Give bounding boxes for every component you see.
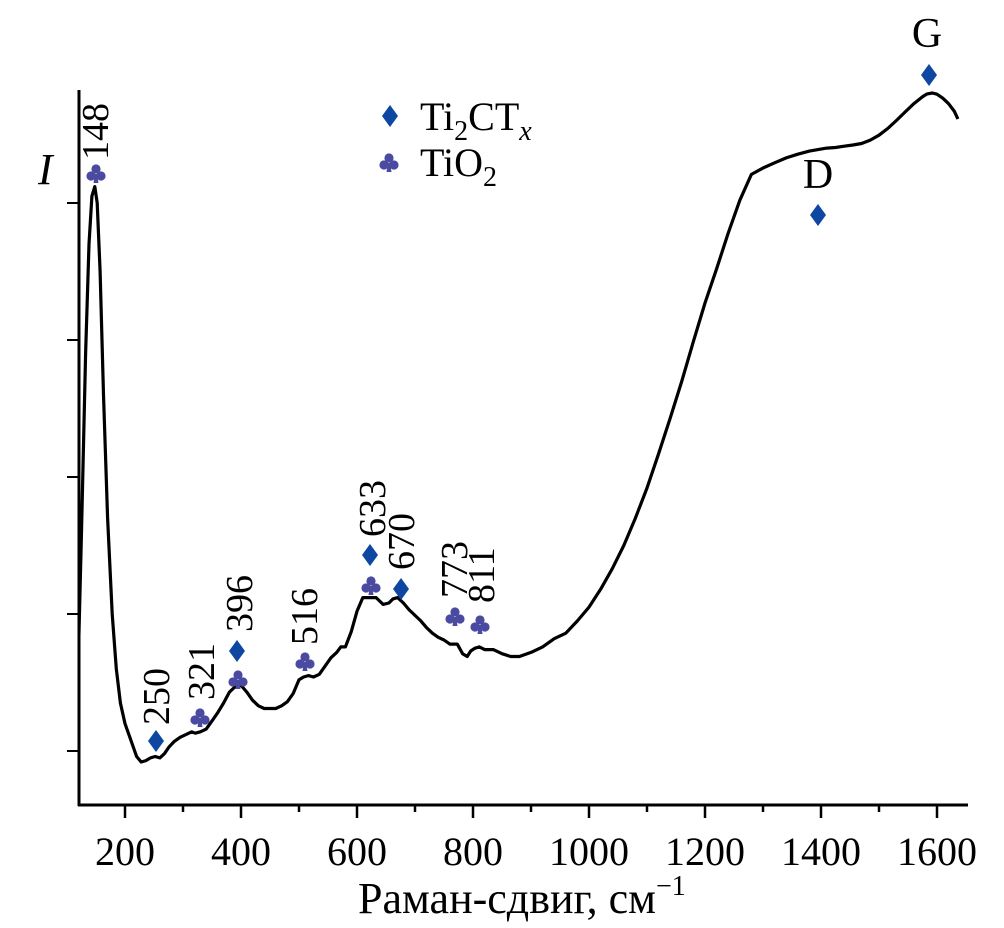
peak-label: 250 <box>136 668 178 725</box>
club-lobe <box>366 576 376 586</box>
x-tick-label: 400 <box>211 829 271 874</box>
diamond-marker-icon <box>921 64 937 86</box>
legend-item-tio2: TiO2 <box>379 140 497 193</box>
diamond-marker-icon <box>810 204 826 226</box>
peak-label: 321 <box>181 643 223 700</box>
legend-label-tio2: TiO2 <box>420 140 497 193</box>
x-tick-label: 1200 <box>665 829 745 874</box>
club-lobe <box>445 614 455 624</box>
club-marker-icon <box>228 670 248 689</box>
series-line-spectrum <box>79 91 960 764</box>
peak-label: 773 <box>434 541 476 598</box>
x-axis-title-superscript: −1 <box>656 871 686 902</box>
diamond-marker-icon <box>393 578 409 600</box>
club-lobe <box>389 160 399 170</box>
club-lobe <box>295 659 305 669</box>
club-lobe <box>470 622 480 632</box>
diamond-marker-icon <box>229 640 245 662</box>
club-lobe <box>450 607 460 617</box>
legend-label-ti2ctx: Ti2CTx <box>420 94 532 147</box>
peak-label: 811 <box>461 547 503 603</box>
club-lobe <box>190 715 200 725</box>
x-tick-label: 600 <box>327 829 387 874</box>
club-lobe <box>86 171 96 181</box>
club-marker-icon <box>361 576 381 595</box>
x-axis-title: Раман-сдвиг, см−1 <box>358 871 686 923</box>
ticks: 200 400 600 800 1000 1200 1400 1600 <box>67 202 977 874</box>
club-stem <box>386 163 392 172</box>
club-lobe <box>480 622 490 632</box>
legend-item-ti2ctx: Ti2CTx <box>382 94 532 147</box>
band-label: G <box>912 11 942 57</box>
club-marker-icon <box>295 652 315 671</box>
club-lobe <box>384 153 394 163</box>
legend: Ti2CTx TiO2 <box>379 94 532 193</box>
club-marker-icon <box>190 708 210 727</box>
club-stem <box>452 617 458 626</box>
club-stem <box>302 662 308 671</box>
club-lobe <box>233 670 243 680</box>
x-tick-label: 1600 <box>897 829 977 874</box>
club-lobe <box>238 677 248 687</box>
peak-label: 633 <box>352 480 394 537</box>
club-lobe <box>200 715 210 725</box>
club-lobe <box>305 659 315 669</box>
club-lobe <box>455 614 465 624</box>
club-stem <box>235 680 241 689</box>
club-stem <box>368 586 374 595</box>
series-layer <box>79 91 960 764</box>
club-lobe <box>96 171 106 181</box>
x-axis-title-main: Раман-сдвиг, см <box>358 874 656 923</box>
peak-label: 148 <box>75 103 117 160</box>
peak-label: 396 <box>219 575 261 632</box>
peak-label: 670 <box>381 513 423 570</box>
club-lobe <box>371 583 381 593</box>
x-tick-label: 1000 <box>549 829 629 874</box>
club-lobe <box>361 583 371 593</box>
club-lobe <box>228 677 238 687</box>
peak-label: 516 <box>284 588 326 645</box>
club-lobe <box>91 164 101 174</box>
club-lobe <box>475 615 485 625</box>
club-stem <box>93 174 99 183</box>
x-tick-label: 800 <box>443 829 503 874</box>
club-marker-icon <box>445 607 465 626</box>
club-marker-icon <box>86 164 106 183</box>
club-stem <box>197 718 203 727</box>
band-label: D <box>803 152 833 198</box>
x-tick-label: 1400 <box>781 829 861 874</box>
diamond-marker-icon <box>148 730 164 752</box>
club-stem <box>477 625 483 634</box>
club-marker-icon <box>470 615 490 634</box>
club-lobe <box>379 160 389 170</box>
legend-diamond-icon <box>382 105 398 127</box>
club-lobe <box>195 708 205 718</box>
legend-club-icon <box>379 153 399 172</box>
club-lobe <box>300 652 310 662</box>
x-tick-label: 200 <box>95 829 155 874</box>
y-axis-label: I <box>37 145 55 194</box>
diamond-marker-icon <box>362 544 378 566</box>
